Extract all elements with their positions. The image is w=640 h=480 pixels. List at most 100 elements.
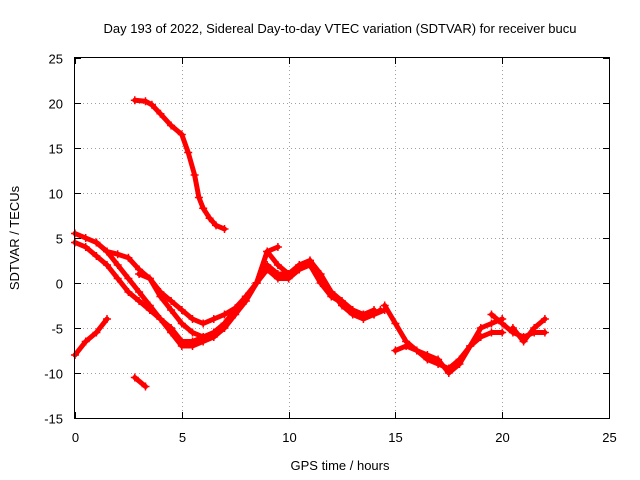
data-point-marker [177, 306, 186, 314]
data-point-marker [135, 297, 144, 305]
data-point-marker [130, 96, 139, 105]
series-line-s4 [93, 240, 377, 349]
data-point-marker [380, 301, 389, 310]
data-point-marker [402, 342, 411, 350]
data-point-marker [124, 274, 133, 283]
data-point-marker [306, 256, 314, 265]
data-point-marker [135, 270, 144, 278]
x-tick-label: 10 [282, 430, 296, 445]
data-point-marker [540, 315, 549, 323]
y-tick-label: 25 [49, 52, 63, 67]
data-point-marker [81, 234, 90, 242]
grid-lines [75, 58, 609, 418]
series-line-s6 [72, 316, 110, 358]
data-point-marker [540, 328, 549, 337]
data-point-marker [92, 328, 101, 337]
y-axis-label: SDTVAR / TECUs [7, 185, 22, 290]
data-point-marker [241, 292, 250, 301]
data-point-marker [295, 261, 304, 269]
data-point-marker [190, 171, 199, 179]
y-tick-label: -10 [44, 367, 63, 382]
data-point-marker [177, 130, 186, 139]
data-point-marker [199, 319, 208, 328]
data-point-marker [273, 261, 282, 269]
data-point-marker [252, 279, 261, 287]
data-point-marker [476, 324, 485, 332]
data-point-marker [141, 97, 150, 106]
data-point-marker [444, 364, 453, 373]
data-point-marker [316, 270, 325, 278]
x-axis-label: GPS time / hours [291, 458, 390, 473]
data-point-marker [81, 337, 90, 346]
data-point-marker [434, 360, 443, 368]
y-tick-label: 5 [56, 232, 63, 247]
data-point-marker [498, 328, 507, 337]
data-point-marker [370, 306, 378, 314]
data-point-marker [113, 250, 122, 259]
data-point-marker [184, 148, 193, 157]
data-point-marker [145, 301, 154, 310]
plot-frame [74, 57, 610, 419]
data-point-marker [391, 346, 400, 355]
data-point-marker [423, 355, 432, 364]
data-point-marker [199, 333, 208, 341]
data-point-marker [205, 214, 214, 223]
series-line-s8 [382, 303, 505, 376]
y-tick-label: -15 [44, 412, 63, 427]
data-point-marker [519, 337, 528, 346]
y-tick-label: 10 [49, 187, 63, 202]
data-point-marker [508, 324, 517, 332]
data-point-marker [156, 315, 165, 323]
data-point-marker [124, 253, 133, 262]
data-series [71, 96, 549, 391]
data-point-marker [147, 100, 156, 109]
data-point-marker [156, 109, 165, 118]
x-tick-label: 5 [179, 430, 186, 445]
data-point-marker [199, 204, 208, 213]
data-point-marker [487, 310, 496, 319]
series-line-s11 [510, 316, 548, 344]
data-point-marker [220, 310, 229, 319]
axis-ticks: 0 5 10 15 20 25 -15 -10 -5 0 5 10 15 20 25 [44, 52, 617, 446]
data-point-marker [487, 328, 496, 337]
x-tick-label: 20 [495, 430, 509, 445]
data-point-marker [135, 288, 144, 296]
data-point-marker [188, 315, 197, 323]
data-point-marker [141, 382, 150, 391]
data-point-marker [220, 319, 229, 328]
data-point-marker [188, 342, 197, 350]
data-point-marker [391, 319, 400, 328]
data-point-marker [188, 328, 197, 337]
series-line-s9 [392, 330, 505, 371]
data-point-marker [359, 310, 368, 319]
data-point-marker [167, 121, 176, 130]
data-point-marker [412, 346, 421, 355]
data-point-marker [209, 315, 218, 323]
data-point-marker [103, 247, 111, 256]
data-point-marker [327, 288, 336, 296]
x-tick-label: 25 [602, 430, 616, 445]
data-point-marker [476, 333, 485, 341]
data-point-marker [273, 243, 282, 251]
data-point-marker [113, 261, 122, 269]
series-line-s1 [132, 97, 227, 232]
y-tick-label: 15 [49, 142, 63, 157]
data-point-marker [530, 324, 539, 332]
data-point-marker [103, 261, 111, 269]
data-point-marker [231, 306, 240, 314]
series-line-s5 [136, 244, 281, 340]
data-point-marker [455, 355, 464, 364]
x-tick-label: 0 [72, 430, 79, 445]
data-point-marker [194, 193, 203, 202]
data-point-marker [177, 319, 186, 328]
data-point-marker [220, 225, 229, 233]
data-point-marker [212, 221, 220, 230]
data-point-marker [167, 306, 176, 314]
y-tick-label: 20 [49, 97, 63, 112]
data-point-marker [130, 373, 139, 382]
data-point-marker [284, 270, 293, 278]
data-point-marker [338, 297, 346, 305]
data-point-marker [103, 315, 111, 323]
data-point-marker [92, 238, 101, 247]
